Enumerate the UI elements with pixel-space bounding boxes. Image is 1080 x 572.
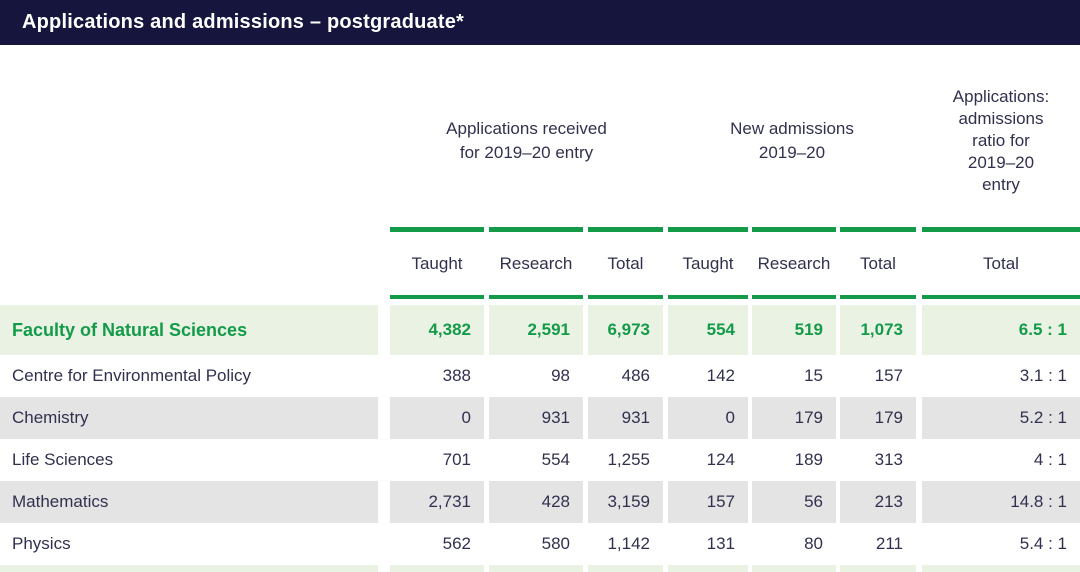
cell-adm-total: 213	[840, 481, 916, 523]
cell-apps-total: 1,255	[607, 450, 650, 469]
cell-apps-research: 580	[541, 534, 570, 553]
column-header-adm-total: Total	[840, 227, 916, 299]
cell-adm-taught: 157	[668, 481, 748, 523]
page-title: Applications and admissions – postgradua…	[22, 11, 465, 33]
table-row: Mathematics 2,731 428 3,159 157 56 213 1…	[0, 481, 1080, 523]
cutoff-cell	[922, 565, 1080, 572]
cell-apps-total: 6,973	[588, 305, 663, 355]
cell-ratio: 5.2 : 1	[922, 397, 1080, 439]
cutoff-cell	[0, 565, 378, 572]
cell-apps-taught: 4,382	[390, 305, 484, 355]
cell-adm-taught: 142	[706, 366, 735, 385]
cell-adm-total: 179	[840, 397, 916, 439]
cell-adm-research: 179	[752, 397, 836, 439]
cell-apps-taught: 2,731	[390, 481, 484, 523]
row-label: Mathematics	[0, 481, 378, 523]
cell-ratio: 4 : 1	[1033, 450, 1067, 469]
cell-ratio: 3.1 : 1	[1019, 366, 1067, 385]
cell-apps-total: 1,142	[607, 534, 650, 553]
cell-apps-research: 931	[489, 397, 583, 439]
cell-ratio: 14.8 : 1	[922, 481, 1080, 523]
cutoff-cell	[489, 565, 583, 572]
cell-adm-research: 15	[804, 366, 823, 385]
cell-adm-taught: 0	[668, 397, 748, 439]
column-header-row: Taught Research Total Taught Research To…	[0, 227, 1080, 299]
cutoff-cell	[840, 565, 916, 572]
cell-adm-research: 80	[804, 534, 823, 553]
cell-adm-taught: 131	[706, 534, 735, 553]
cell-apps-taught: 388	[442, 366, 471, 385]
cell-apps-taught: 701	[442, 450, 471, 469]
cell-adm-total: 211	[875, 534, 903, 553]
group-header-row: Applications received for 2019–20 entry …	[0, 45, 1080, 227]
cell-apps-research: 554	[541, 450, 570, 469]
cell-adm-research: 519	[752, 305, 836, 355]
cell-apps-research: 2,591	[489, 305, 583, 355]
cutoff-cell	[668, 565, 748, 572]
cell-adm-taught: 124	[706, 450, 735, 469]
cell-apps-total: 486	[621, 366, 650, 385]
cell-apps-taught: 0	[390, 397, 484, 439]
cutoff-cell	[752, 565, 836, 572]
column-header-ratio-total: Total	[922, 227, 1080, 299]
group-header-ratio: Applications: admissions ratio for 2019–…	[952, 86, 1050, 195]
cell-apps-total: 931	[588, 397, 663, 439]
row-label: Life Sciences	[12, 450, 114, 469]
cell-apps-taught: 562	[442, 534, 471, 553]
cell-adm-research: 189	[794, 450, 823, 469]
cell-apps-research: 428	[489, 481, 583, 523]
group-header-new-admissions: New admissions 2019–20	[730, 119, 854, 162]
row-label: Faculty of Natural Sciences	[0, 305, 378, 355]
column-header-adm-research: Research	[752, 227, 836, 299]
title-bar: Applications and admissions – postgradua…	[0, 0, 1080, 45]
cell-adm-taught: 554	[668, 305, 748, 355]
cell-adm-total: 1,073	[840, 305, 916, 355]
column-header-apps-total: Total	[588, 227, 663, 299]
table-row: Chemistry 0 931 931 0 179 179 5.2 : 1	[0, 397, 1080, 439]
table-row: Physics 562 580 1,142 131 80 211 5.4 : 1	[0, 523, 1080, 565]
table-row-faculty-total: Faculty of Natural Sciences 4,382 2,591 …	[0, 305, 1080, 355]
column-header-apps-research: Research	[489, 227, 583, 299]
cell-ratio: 5.4 : 1	[1019, 534, 1067, 553]
cutoff-cell	[390, 565, 484, 572]
group-header-applications-received: Applications received for 2019–20 entry	[446, 119, 607, 162]
cutoff-row	[0, 565, 1080, 572]
column-header-adm-taught: Taught	[668, 227, 748, 299]
row-label: Centre for Environmental Policy	[12, 366, 252, 385]
cell-adm-total: 313	[874, 450, 903, 469]
table-row: Life Sciences 701 554 1,255 124 189 313 …	[0, 439, 1080, 481]
column-header-spacer	[0, 227, 378, 299]
cutoff-cell	[588, 565, 663, 572]
row-label: Physics	[12, 534, 71, 553]
cell-apps-research: 98	[551, 366, 570, 385]
cell-adm-research: 56	[752, 481, 836, 523]
cell-apps-total: 3,159	[588, 481, 663, 523]
table-row: Centre for Environmental Policy 388 98 4…	[0, 355, 1080, 397]
row-label: Chemistry	[0, 397, 378, 439]
cell-adm-total: 157	[874, 366, 903, 385]
cell-ratio: 6.5 : 1	[922, 305, 1080, 355]
column-header-apps-taught: Taught	[390, 227, 484, 299]
